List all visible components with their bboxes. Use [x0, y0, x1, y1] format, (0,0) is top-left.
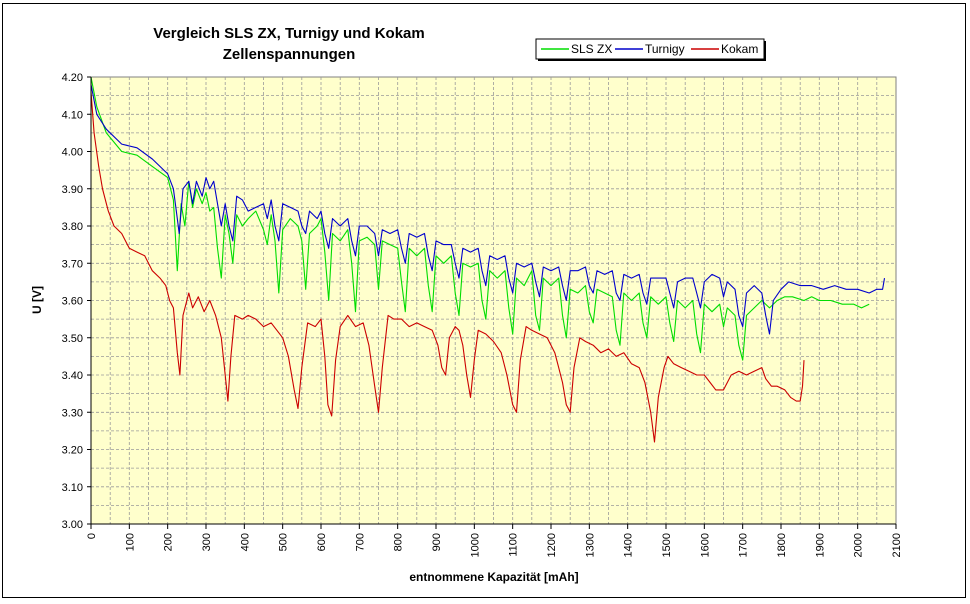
y-tick-label: 3.80	[62, 221, 83, 233]
y-tick-label: 3.10	[62, 482, 83, 494]
grid-lines	[91, 77, 896, 524]
series-layer	[90, 76, 886, 443]
x-tick-label: 1800	[776, 533, 788, 557]
chart-title-line2: Zellenspannungen	[223, 46, 356, 63]
y-axis-ticks: 3.00 3.10 3.20 3.30 3.40 3.50 3.60 3.70 3.80 3.90…	[62, 72, 91, 531]
y-tick-label: 3.00	[62, 519, 83, 531]
legend-label-turnigy: Turnigy	[645, 42, 685, 56]
x-tick-label: 100	[124, 533, 136, 551]
chart-title-line1: Vergleich SLS ZX, Turnigy und Kokam	[153, 25, 424, 42]
y-tick-label: 4.00	[62, 147, 83, 159]
y-tick-label: 3.30	[62, 407, 83, 419]
legend-label-kokam: Kokam	[721, 42, 758, 56]
y-axis-title: U [V]	[30, 286, 44, 314]
legend-label-sls-zx: SLS ZX	[571, 42, 612, 56]
x-tick-label: 900	[431, 533, 443, 551]
x-tick-label: 700	[354, 533, 366, 551]
y-tick-label: 4.10	[62, 109, 83, 121]
series-line-turnigy	[90, 84, 886, 335]
y-tick-label: 4.20	[62, 72, 83, 84]
x-tick-label: 200	[163, 533, 175, 551]
line-chart: 0 100 200 300 400 500 600 700 800 900 1000 1100 1200…	[30, 25, 903, 584]
y-tick-label: 3.90	[62, 184, 83, 196]
x-tick-label: 400	[239, 533, 251, 551]
x-axis-title: entnommene Kapazität [mAh]	[409, 570, 578, 584]
series-line-sls-zx	[90, 76, 870, 361]
y-tick-label: 3.40	[62, 370, 83, 382]
legend: SLS ZX Turnigy Kokam	[535, 38, 766, 61]
x-tick-label: 1600	[699, 533, 711, 557]
x-tick-label: 1900	[814, 533, 826, 557]
x-axis-ticks: 0 100 200 300 400 500 600 700 800 900 1000 1100 1200…	[86, 524, 903, 557]
x-tick-label: 500	[278, 533, 290, 551]
y-tick-label: 3.20	[62, 445, 83, 457]
chart-frame: 0 100 200 300 400 500 600 700 800 900 1000 1100 1200…	[2, 3, 966, 598]
x-tick-label: 1200	[546, 533, 558, 557]
y-tick-label: 3.70	[62, 258, 83, 270]
x-tick-label: 1300	[584, 533, 596, 557]
y-tick-label: 3.50	[62, 333, 83, 345]
legend-shadow	[538, 59, 766, 61]
x-tick-label: 800	[393, 533, 405, 551]
x-tick-label: 1000	[469, 533, 481, 557]
x-tick-label: 1100	[508, 533, 520, 557]
x-tick-label: 1400	[623, 533, 635, 557]
x-tick-label: 0	[86, 533, 98, 539]
x-tick-label: 1700	[738, 533, 750, 557]
x-tick-label: 1500	[661, 533, 673, 557]
x-tick-label: 2100	[891, 533, 903, 557]
x-tick-label: 2000	[853, 533, 865, 557]
y-tick-label: 3.60	[62, 296, 83, 308]
x-tick-label: 300	[201, 533, 213, 551]
legend-shadow-side	[764, 41, 766, 61]
series-line-kokam	[90, 91, 805, 443]
x-tick-label: 600	[316, 533, 328, 551]
